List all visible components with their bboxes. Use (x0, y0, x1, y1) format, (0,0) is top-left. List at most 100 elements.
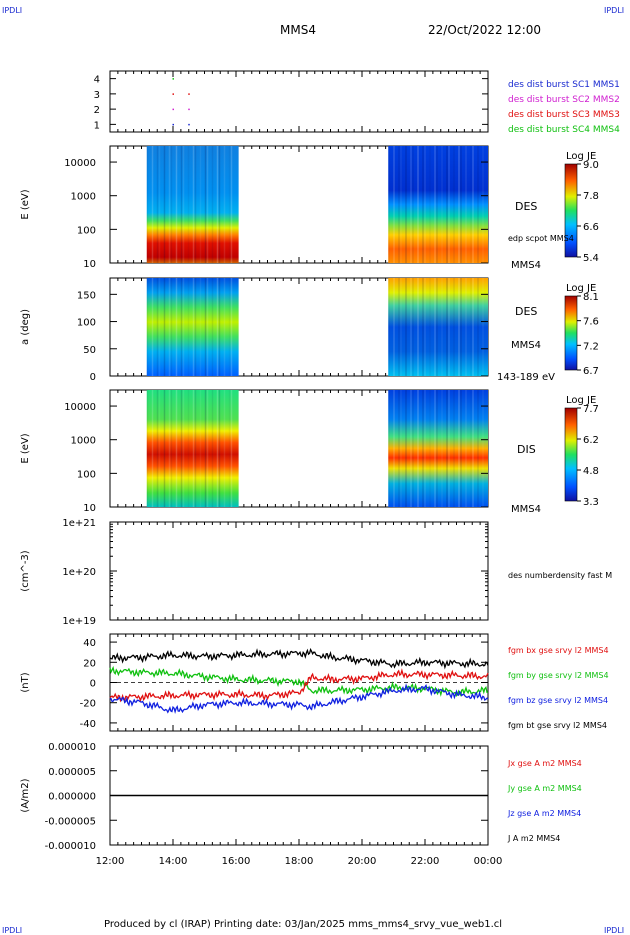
y-tick-label: 0.000005 (48, 767, 96, 778)
spectrogram-streak (477, 390, 479, 507)
spectrogram-streak (429, 278, 431, 376)
y-tick-label: 1000 (71, 436, 96, 447)
spectrogram-streak (211, 146, 214, 263)
corner-label-tl: IPDLI (2, 6, 23, 15)
spectrogram-streak (192, 146, 195, 263)
y-axis-label: E (eV) (20, 433, 31, 463)
spectrogram-streak (448, 146, 450, 263)
spectrogram-streak (434, 146, 436, 263)
spectrogram-streak (436, 390, 438, 507)
y-tick-label: 10000 (64, 158, 96, 169)
burst-marker (188, 93, 190, 95)
spectrogram-streak (434, 278, 436, 376)
y-tick-label: -0.000005 (45, 816, 96, 827)
spectrogram-streak (146, 390, 149, 507)
spectrogram-streak (194, 390, 197, 507)
spectrogram-streak (465, 390, 467, 507)
spectrogram-streak (199, 278, 202, 376)
y-tick-label: 4 (94, 75, 100, 86)
spectrogram-streak (424, 278, 426, 376)
fgm-series-bt (109, 647, 489, 670)
spectrogram-block (146, 278, 239, 376)
spectrogram-streak (398, 390, 400, 507)
y-axis-label: E (eV) (20, 189, 31, 219)
spectrogram-streak (412, 278, 414, 376)
spectrogram-streak (393, 278, 395, 376)
spectrogram-streak (460, 146, 462, 263)
spectrogram-streak (206, 390, 209, 507)
spectrogram-streak (158, 390, 161, 507)
spectrogram-streak (194, 278, 197, 376)
spectrogram-streak (448, 390, 450, 507)
spectrogram-streak (482, 278, 484, 376)
y-tick-label: 10000 (64, 402, 96, 413)
spectrogram-streak (182, 146, 185, 263)
x-tick-label: 14:00 (159, 856, 188, 867)
y-axis-label: (cm^-3) (20, 550, 31, 591)
y-tick-label: 0.000010 (48, 742, 96, 753)
panel-frame (109, 70, 489, 133)
spectrogram-streak (422, 146, 424, 263)
spectrogram-streak (175, 146, 178, 263)
spectrogram-streak (398, 146, 400, 263)
spectrogram-streak (470, 278, 472, 376)
spectrogram-streak (448, 278, 450, 376)
spectrogram-streak (168, 278, 171, 376)
spectrogram-streak (187, 146, 190, 263)
spectrogram-streak (192, 278, 195, 376)
spectrogram-streak (465, 146, 467, 263)
y-axis-label: (nT) (20, 672, 31, 692)
burst-legend-entry: des dist burst SC4 MMS4 (508, 125, 620, 135)
spectrogram-streak (156, 390, 159, 507)
spectrogram-streak (477, 146, 479, 263)
spectrogram-streak (412, 146, 414, 263)
spectrogram-streak (417, 278, 419, 376)
spectrogram-streak (388, 278, 390, 376)
fgm-legend-entry: fgm by gse srvy l2 MMS4 (508, 671, 609, 680)
panel-label-bottom: MMS4 (511, 504, 541, 515)
spectrogram-streak (424, 390, 426, 507)
current-legend-entry: Jy gse A m2 MMS4 (507, 784, 582, 793)
y-tick-label: 40 (83, 638, 96, 649)
spectrogram-streak (223, 278, 226, 376)
spectrogram-streak (453, 146, 455, 263)
x-tick-label: 18:00 (285, 856, 314, 867)
spectrogram-streak (204, 390, 207, 507)
current-legend-entry: J A m2 MMS4 (507, 834, 560, 843)
spectrogram-streak (216, 146, 219, 263)
spectrogram-streak (436, 278, 438, 376)
spectrogram-streak (168, 146, 171, 263)
spectrogram-streak (453, 390, 455, 507)
x-tick-label: 22:00 (411, 856, 440, 867)
spectrogram-streak (180, 390, 183, 507)
y-tick-label: -20 (80, 699, 96, 710)
spectrogram-streak (151, 278, 154, 376)
spectrogram-streak (218, 390, 221, 507)
spectrogram-streak (156, 146, 159, 263)
y-tick-label: 1e+19 (62, 616, 96, 627)
colorbar-title: Log JE (566, 151, 596, 162)
fgm-series-bx (109, 668, 489, 703)
panel-label: DES (515, 305, 537, 318)
fgm-legend-entry: fgm bx gse srvy l2 MMS4 (508, 646, 609, 655)
panel-label-secondary: MMS4 (511, 340, 541, 351)
spectrogram-streak (151, 390, 154, 507)
spectrogram-streak (211, 390, 214, 507)
spectrogram-block (146, 146, 239, 263)
y-tick-label: 100 (77, 225, 96, 236)
y-tick-label: 0 (90, 679, 96, 690)
current-legend-entry: Jz gse A m2 MMS4 (507, 809, 581, 818)
spectrogram-streak (477, 278, 479, 376)
spectrogram-streak (429, 146, 431, 263)
spectrogram-streak (470, 146, 472, 263)
fgm-legend-entry: fgm bz gse srvy l2 MMS4 (508, 696, 608, 705)
colorbar (564, 163, 578, 258)
spectrogram-streak (163, 146, 166, 263)
y-tick-label: 0 (90, 372, 96, 383)
spectrogram-streak (158, 278, 161, 376)
colorbar (564, 407, 578, 502)
spectrogram-streak (446, 278, 448, 376)
y-tick-label: 10 (83, 259, 96, 270)
colorbar-tick-label: 7.7 (583, 404, 599, 415)
spectrogram-streak (422, 278, 424, 376)
